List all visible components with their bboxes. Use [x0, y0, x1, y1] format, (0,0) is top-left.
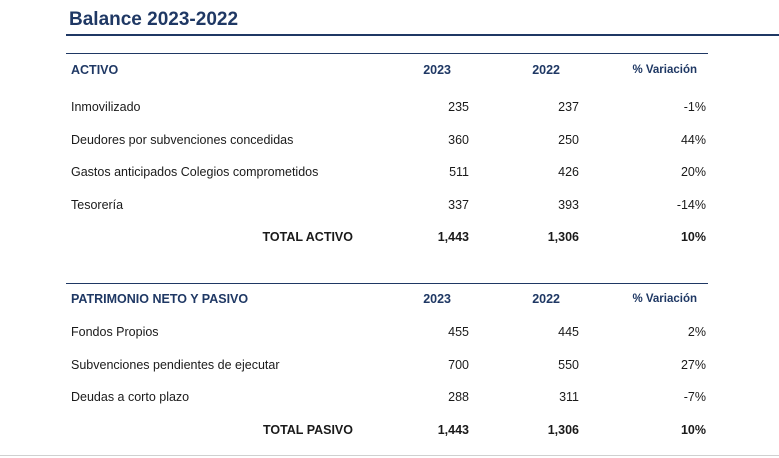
- row-value-2022: 445: [558, 325, 579, 339]
- title-divider: [66, 34, 779, 36]
- activo-total-row: TOTAL ACTIVO 1,443 1,306 10%: [0, 227, 779, 247]
- table-row: Fondos Propios 455 445 2%: [0, 322, 779, 342]
- pasivo-total-row: TOTAL PASIVO 1,443 1,306 10%: [0, 420, 779, 440]
- row-variation: 44%: [680, 133, 706, 147]
- activo-header-label: ACTIVO: [71, 63, 119, 77]
- table-row: Deudas a corto plazo 288 311 -7%: [0, 387, 779, 407]
- pasivo-header-2022: 2022: [532, 292, 560, 306]
- total-pasivo-variation: 10%: [680, 423, 706, 437]
- row-variation: -7%: [683, 390, 706, 404]
- row-value-2022: 237: [558, 100, 579, 114]
- row-variation: 20%: [680, 165, 706, 179]
- total-activo-label: TOTAL ACTIVO: [262, 230, 353, 244]
- row-value-2022: 550: [558, 358, 579, 372]
- pasivo-top-divider: [66, 283, 708, 284]
- row-value-2023: 235: [448, 100, 469, 114]
- pasivo-header-2023: 2023: [423, 292, 451, 306]
- row-value-2023: 455: [448, 325, 469, 339]
- row-variation: 2%: [687, 325, 706, 339]
- row-value-2023: 337: [448, 198, 469, 212]
- total-pasivo-2023: 1,443: [437, 423, 469, 437]
- page-title: Balance 2023-2022: [69, 9, 239, 30]
- row-value-2023: 511: [449, 165, 469, 179]
- row-label: Subvenciones pendientes de ejecutar: [71, 358, 280, 372]
- row-value-2022: 393: [558, 198, 579, 212]
- row-value-2023: 700: [448, 358, 469, 372]
- table-row: Subvenciones pendientes de ejecutar 700 …: [0, 355, 779, 375]
- bottom-divider: [0, 455, 779, 456]
- row-label: Fondos Propios: [71, 325, 159, 339]
- pasivo-header-variation: % Variación: [632, 293, 697, 305]
- activo-header-2023: 2023: [423, 63, 451, 77]
- row-variation: -1%: [683, 100, 706, 114]
- activo-header-row: ACTIVO 2023 2022 % Variación: [0, 60, 779, 80]
- total-activo-2023: 1,443: [437, 230, 469, 244]
- row-label: Inmovilizado: [71, 100, 141, 114]
- pasivo-header-label: PATRIMONIO NETO Y PASIVO: [71, 292, 249, 306]
- total-pasivo-2022: 1,306: [547, 423, 579, 437]
- row-variation: 27%: [680, 358, 706, 372]
- table-row: Tesorería 337 393 -14%: [0, 195, 779, 215]
- pasivo-header-row: PATRIMONIO NETO Y PASIVO 2023 2022 % Var…: [0, 289, 779, 309]
- total-activo-2022: 1,306: [547, 230, 579, 244]
- row-value-2023: 360: [448, 133, 469, 147]
- activo-top-divider: [66, 53, 708, 54]
- activo-header-variation: % Variación: [632, 64, 697, 76]
- row-value-2022: 426: [558, 165, 579, 179]
- row-label: Deudas a corto plazo: [71, 390, 190, 404]
- table-row: Inmovilizado 235 237 -1%: [0, 97, 779, 117]
- activo-header-2022: 2022: [532, 63, 560, 77]
- row-label: Gastos anticipados Colegios comprometido…: [71, 165, 319, 179]
- total-pasivo-label: TOTAL PASIVO: [262, 423, 353, 437]
- row-value-2022: 311: [559, 390, 579, 404]
- row-variation: -14%: [676, 198, 706, 212]
- total-activo-variation: 10%: [680, 230, 706, 244]
- row-label: Tesorería: [71, 198, 124, 212]
- table-row: Deudores por subvenciones concedidas 360…: [0, 130, 779, 150]
- table-row: Gastos anticipados Colegios comprometido…: [0, 162, 779, 182]
- row-value-2023: 288: [448, 390, 469, 404]
- row-label: Deudores por subvenciones concedidas: [71, 133, 294, 147]
- row-value-2022: 250: [558, 133, 579, 147]
